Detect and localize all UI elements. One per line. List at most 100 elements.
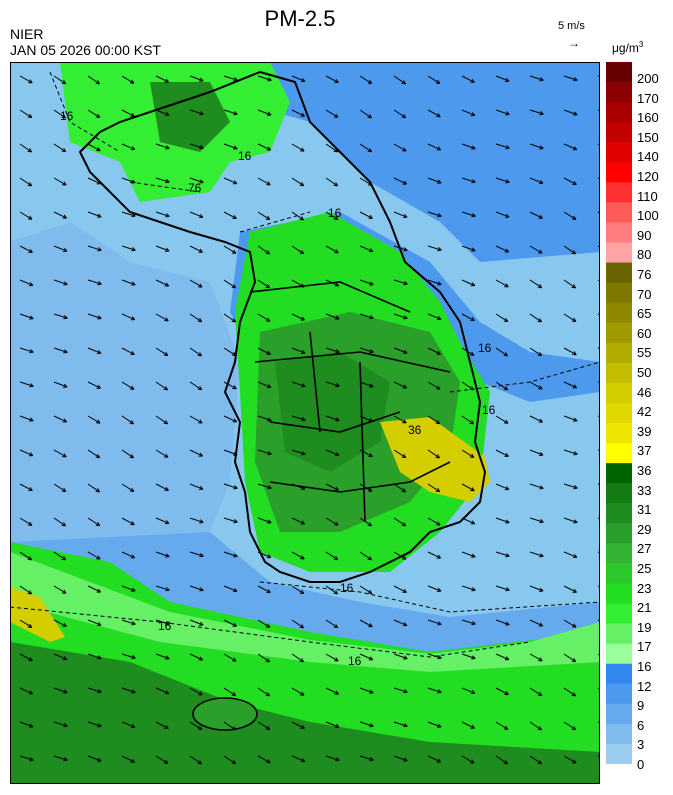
colorbar-swatch [606, 402, 632, 424]
colorbar-tick-label: 50 [637, 365, 652, 380]
map-title: PM-2.5 [264, 6, 336, 31]
contour-label: 16 [60, 109, 74, 123]
colorbar-swatch [606, 423, 632, 444]
colorbar-tick-label: 80 [637, 247, 652, 263]
colorbar-tick-label: 23 [637, 580, 652, 596]
contour-label: 16 [340, 581, 354, 595]
pm25-concentration-map: 16 16 76 16 16 36 16 16 16 16 [10, 62, 600, 784]
agency-label: NIER [10, 26, 44, 42]
colorbar-swatch [606, 663, 632, 685]
colorbar-tick-label: 12 [637, 678, 652, 694]
colorbar-swatch [606, 222, 632, 244]
colorbar-swatch [606, 563, 632, 584]
colorbar-tick-label: 31 [637, 502, 652, 518]
colorbar-swatch [606, 282, 632, 304]
colorbar-swatch [606, 302, 632, 324]
colorbar-tick-label: 9 [637, 698, 645, 714]
colorbar-swatch [606, 723, 632, 745]
colorbar-swatch [606, 743, 632, 764]
colorbar-tick-label: 46 [637, 384, 652, 400]
colorbar-tick-label: 100 [637, 208, 659, 224]
colorbar-swatch [606, 683, 632, 705]
contour-label: 16 [348, 654, 362, 668]
yellow-patch-southwest [10, 587, 65, 642]
colorbar-swatch [606, 322, 632, 344]
colorbar-swatch [606, 342, 632, 364]
colorbar-swatch [606, 182, 632, 203]
colorbar-swatch [606, 382, 632, 404]
colorbar-swatch [606, 523, 632, 544]
colorbar-swatch [606, 443, 632, 464]
contour-label: 76 [188, 181, 202, 195]
colorbar-swatch [606, 122, 632, 143]
province-boundaries [249, 281, 451, 523]
colorbar-tick-label: 140 [637, 149, 659, 165]
contour-label: 16 [482, 403, 496, 417]
colorbar-tick-label: 120 [637, 169, 659, 184]
colorbar-swatch [606, 703, 632, 725]
blue-field-north [130, 62, 600, 262]
blue-field-south [10, 532, 600, 662]
contour-label: 16 [328, 206, 342, 220]
colorbar-swatch [606, 142, 632, 163]
colorbar-swatch [606, 82, 632, 103]
colorbar-tick-label: 37 [637, 443, 652, 459]
contour-label: 36 [408, 423, 422, 437]
colorbar-tick-label: 27 [637, 541, 652, 557]
contour-label: 16 [238, 149, 252, 163]
colorbar-swatch [606, 362, 632, 384]
colorbar-tick-label: 17 [637, 639, 652, 655]
colorbar-swatch [606, 162, 632, 183]
colorbar-swatch [606, 503, 632, 524]
colorbar-tick-label: 200 [637, 71, 659, 86]
contour-label: 16 [478, 341, 492, 355]
blue-field-west [10, 222, 240, 542]
colorbar-tick-label: 36 [637, 463, 652, 478]
colorbar-tick-label: 33 [637, 482, 652, 498]
colorbar-swatch [606, 242, 632, 264]
colorbar-swatch [606, 262, 632, 284]
colorbar-swatch [606, 202, 632, 223]
colorbar [606, 62, 632, 764]
colorbar-tick-label: 60 [637, 325, 652, 341]
jeju-island [192, 697, 258, 731]
contour-label: 16 [158, 619, 172, 633]
colorbar-swatch [606, 102, 632, 123]
colorbar-tick-label: 0 [637, 757, 645, 772]
colorbar-swatch [606, 543, 632, 564]
wind-vector-field [19, 75, 600, 765]
colorbar-swatch [606, 603, 632, 625]
unit-label: μg/m3 [612, 40, 644, 55]
colorbar-tick-label: 76 [637, 267, 652, 282]
coastline-korea [78, 70, 487, 583]
colorbar-tick-label: 6 [637, 717, 645, 733]
colorbar-swatch [606, 623, 632, 645]
colorbar-tick-label: 21 [637, 600, 652, 616]
colorbar-tick-label: 19 [637, 619, 652, 635]
wind-scale-arrow-icon: → [568, 36, 580, 50]
colorbar-tick-label: 16 [637, 659, 652, 674]
colorbar-tick-label: 110 [637, 188, 658, 204]
colorbar-tick-label: 170 [637, 90, 659, 106]
colorbar-tick-label: 90 [637, 227, 652, 243]
datetime-label: JAN 05 2026 00:00 KST [10, 42, 161, 58]
colorbar-tick-label: 65 [637, 306, 652, 322]
colorbar-tick-label: 25 [637, 561, 652, 576]
darkgreen-belt-south [10, 642, 600, 784]
colorbar-tick-label: 3 [637, 737, 645, 753]
darkgreen-patch-north [150, 82, 230, 152]
colorbar-swatch [606, 583, 632, 605]
colorbar-swatch [606, 483, 632, 504]
colorbar-swatch [606, 643, 632, 665]
colorbar-tick-label: 55 [637, 345, 652, 361]
colorbar-tick-label: 150 [637, 129, 659, 145]
yellow-hotspot-southeast [380, 417, 490, 502]
colorbar-swatch [606, 62, 632, 83]
colorbar-tick-label: 42 [637, 404, 652, 420]
colorbar-swatch [606, 463, 632, 484]
colorbar-tick-label: 160 [637, 110, 659, 126]
colorbar-tick-label: 29 [637, 521, 652, 537]
colorbar-tick-label: 39 [637, 423, 652, 439]
wind-scale-label: 5 m/s [558, 20, 585, 32]
colorbar-tick-label: 70 [637, 286, 652, 302]
